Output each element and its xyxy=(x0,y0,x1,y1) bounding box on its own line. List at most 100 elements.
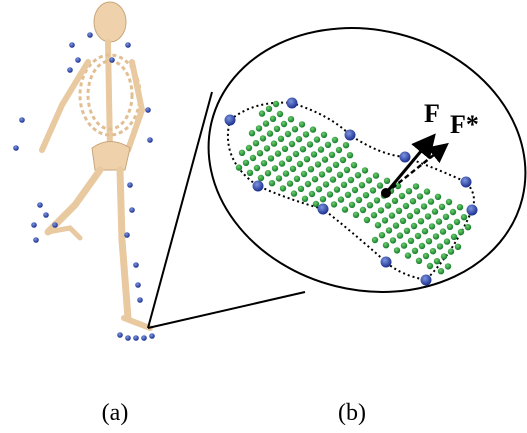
contact-point xyxy=(319,171,325,177)
contact-point xyxy=(394,247,400,253)
contact-point xyxy=(280,185,286,191)
contact-point xyxy=(312,176,318,182)
contact-point xyxy=(289,141,295,147)
contact-point xyxy=(272,165,278,171)
foot-marker xyxy=(381,257,392,268)
body-marker xyxy=(52,222,58,228)
contact-point xyxy=(429,223,435,229)
contact-point xyxy=(316,186,322,192)
contact-point xyxy=(303,131,309,137)
contact-point xyxy=(247,170,253,176)
contact-point xyxy=(433,233,439,239)
contact-point xyxy=(353,212,359,218)
contact-point xyxy=(300,146,306,152)
contact-point xyxy=(438,268,444,274)
body-marker xyxy=(19,117,25,123)
contact-point xyxy=(256,125,262,131)
contact-point xyxy=(277,111,283,117)
contact-point xyxy=(425,213,431,219)
contact-point xyxy=(322,156,328,162)
contact-point xyxy=(352,187,358,193)
contact-point xyxy=(448,248,454,254)
contact-point xyxy=(437,243,443,249)
contact-point xyxy=(292,126,298,132)
contact-point xyxy=(355,172,361,178)
body-marker xyxy=(69,42,75,48)
contact-point xyxy=(264,145,270,151)
contact-point xyxy=(441,253,447,259)
contact-point xyxy=(342,206,348,212)
contact-point xyxy=(265,170,271,176)
contact-point xyxy=(360,207,366,213)
foot-marker xyxy=(461,177,472,188)
body-marker xyxy=(109,57,115,63)
contact-point xyxy=(336,147,342,153)
foot-marker xyxy=(400,152,411,163)
contact-point xyxy=(450,209,456,215)
contact-point xyxy=(440,228,446,234)
contact-point xyxy=(257,150,263,156)
contact-point xyxy=(308,166,314,172)
body-marker xyxy=(67,67,73,73)
contact-point xyxy=(332,137,338,143)
contact-point xyxy=(451,234,457,240)
contact-point xyxy=(390,237,396,243)
contact-point xyxy=(331,201,337,207)
contact-point xyxy=(434,258,440,264)
contact-point xyxy=(378,207,384,213)
contact-point xyxy=(315,161,321,167)
contact-point xyxy=(345,192,351,198)
contact-point xyxy=(344,167,350,173)
contact-point xyxy=(254,165,260,171)
contact-point xyxy=(439,204,445,210)
body-marker xyxy=(87,32,93,38)
contact-point xyxy=(287,180,293,186)
contact-point xyxy=(318,146,324,152)
body-marker xyxy=(33,237,39,243)
contact-point xyxy=(334,186,340,192)
contact-point xyxy=(419,243,425,249)
contact-point xyxy=(246,145,252,151)
contact-point xyxy=(427,263,433,269)
contact-point xyxy=(329,152,335,158)
contact-point xyxy=(367,202,373,208)
contact-point xyxy=(408,238,414,244)
contact-point xyxy=(301,171,307,177)
contact-point xyxy=(393,222,399,228)
contact-point xyxy=(239,150,245,156)
contact-point xyxy=(299,121,305,127)
body-marker xyxy=(149,333,155,339)
contact-point xyxy=(465,224,471,230)
contact-point xyxy=(386,227,392,233)
contact-point xyxy=(327,191,333,197)
contact-point xyxy=(404,228,410,234)
contact-point xyxy=(384,178,390,184)
contact-point xyxy=(401,242,407,248)
contact-point xyxy=(263,120,269,126)
contact-point xyxy=(290,166,296,172)
foot-marker xyxy=(225,115,236,126)
contact-point xyxy=(278,136,284,142)
contact-point xyxy=(432,208,438,214)
body-marker xyxy=(37,202,43,208)
contact-point xyxy=(268,155,274,161)
contact-point xyxy=(326,166,332,172)
contact-point xyxy=(458,229,464,235)
body-marker xyxy=(75,57,81,63)
contact-point xyxy=(253,140,259,146)
contact-point xyxy=(415,233,421,239)
contact-point xyxy=(267,130,273,136)
contact-point xyxy=(296,136,302,142)
contact-point xyxy=(428,198,434,204)
foot-marker xyxy=(318,204,329,215)
contact-point xyxy=(436,218,442,224)
contact-point xyxy=(416,258,422,264)
contact-point xyxy=(351,162,357,168)
center-point xyxy=(381,188,391,198)
contact-point xyxy=(288,116,294,122)
contact-point xyxy=(274,126,280,132)
contact-point xyxy=(325,142,331,148)
contact-point xyxy=(392,198,398,204)
contact-point xyxy=(249,130,255,136)
contact-point xyxy=(406,188,412,194)
